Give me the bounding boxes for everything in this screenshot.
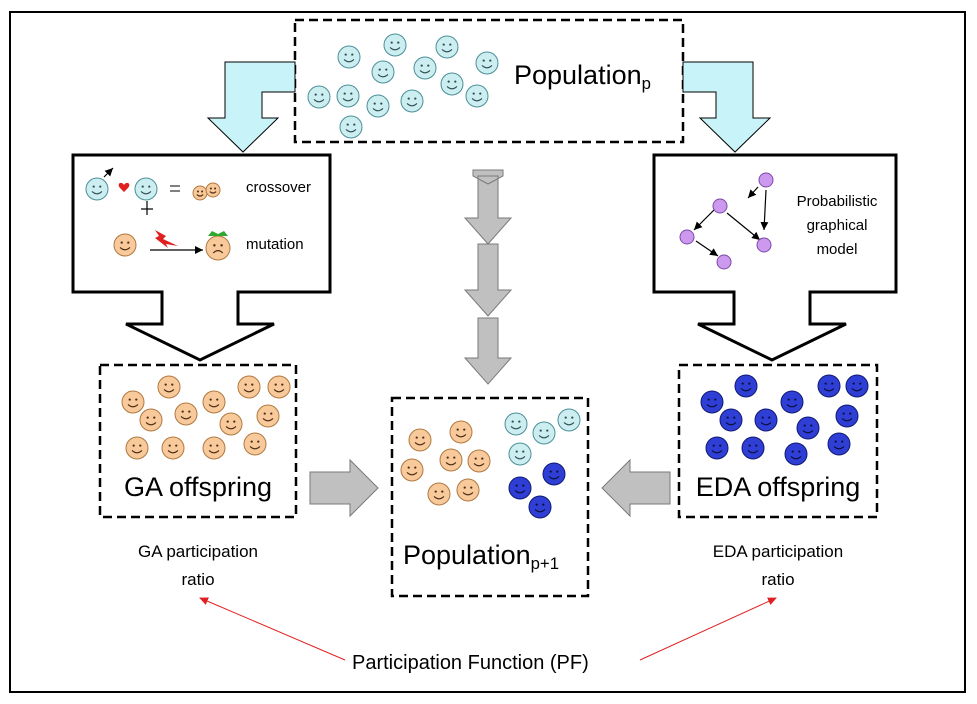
population-p1-label: Populationp+1 [403,540,559,574]
cyan-smiley-icon [532,421,556,445]
orange-smiley-icon [192,185,208,201]
blue-smiley-icon [700,390,724,414]
cyan-smiley-icon [337,45,361,69]
blue-smiley-icon [780,390,804,414]
pf-arrow-to-eda-ratio [639,597,777,661]
blue-smiley-icon [835,404,859,428]
ga-offspring-box [98,363,298,519]
orange-smiley-icon [121,390,145,414]
eda-to-population-arrow [601,458,671,518]
cyan-smiley-icon [366,94,390,118]
blue-smiley-icon [827,432,851,456]
mutation-icon [150,230,228,254]
cyan-smiley-icon [336,84,360,108]
orange-smiley-icon [125,436,149,460]
orange-smiley-icon [467,449,491,473]
sad-face-icon [205,235,231,261]
orange-smiley-icon [427,482,451,506]
blue-smiley-icon [845,374,869,398]
orange-smiley-icon [219,412,243,436]
right-bent-arrow [682,61,772,153]
blue-smiley-icon [508,476,532,500]
cyan-smiley-icon [383,33,407,57]
cyan-smiley-icon [413,56,437,80]
left-bent-arrow [206,61,296,153]
participation-function-label: Participation Function (PF) [352,652,589,674]
cyan-smiley-icon [85,177,109,201]
blue-smiley-icon [542,462,566,486]
cyan-smiley-icon [134,177,158,201]
center-gray-arrows [463,169,513,385]
cyan-smiley-icon [475,51,499,75]
orange-smiley-icon [449,420,473,444]
orange-smiley-icon [456,478,480,502]
orange-smiley-icon [439,448,463,472]
cyan-smiley-icon [504,412,528,436]
eda-offspring-label: EDA offspring [695,472,861,502]
cyan-smiley-icon [440,72,464,96]
cyan-smiley-icon [339,115,363,139]
orange-smiley-icon [113,233,137,257]
orange-smiley-icon [267,375,291,399]
ga-operators-box [71,153,332,362]
cyan-smiley-icon [371,60,395,84]
blue-smiley-icon [734,374,758,398]
blue-smiley-icon [528,495,552,519]
orange-smiley-icon [205,182,221,198]
graphical-model-icon [679,172,774,270]
blue-smiley-icon [796,416,820,440]
blue-smiley-icon [705,436,729,460]
orange-smiley-icon [161,436,185,460]
faces-layer [85,33,869,519]
orange-smiley-icon [408,428,432,452]
population-p1-box [390,396,590,598]
eda-offspring-box [677,363,879,519]
orange-smiley-icon [256,404,280,428]
cyan-smiley-icon [465,84,489,108]
ga-offspring-label: GA offspring [123,472,273,502]
blue-smiley-icon [784,442,808,466]
blue-smiley-icon [817,374,841,398]
cyan-smiley-icon [400,89,424,113]
orange-smiley-icon [139,408,163,432]
orange-smiley-icon [174,402,198,426]
orange-smiley-icon [202,436,226,460]
orange-smiley-icon [243,432,267,456]
orange-smiley-icon [237,375,261,399]
pf-arrow-to-ga-ratio [199,597,346,661]
outer-frame [9,11,966,693]
mutation-label: mutation [246,236,304,253]
cyan-smiley-icon [557,408,581,432]
orange-smiley-icon [157,375,181,399]
eda-participation-ratio: EDA participation ratio [712,542,844,589]
blue-smiley-icon [754,408,778,432]
cyan-smiley-icon [508,442,532,466]
orange-smiley-icon [202,390,226,414]
ga-to-population-arrow [309,458,379,518]
eda-model-label: Probabilistic graphical model [796,193,878,258]
crossover-icon [103,167,180,215]
ga-participation-ratio: GA participation ratio [137,542,258,589]
crossover-label: crossover [246,179,312,196]
cyan-smiley-icon [307,85,331,109]
cyan-smiley-icon [435,35,459,59]
orange-smiley-icon [400,458,424,482]
blue-smiley-icon [719,408,743,432]
population-p-label: Populationp [514,60,651,94]
blue-smiley-icon [741,436,765,460]
